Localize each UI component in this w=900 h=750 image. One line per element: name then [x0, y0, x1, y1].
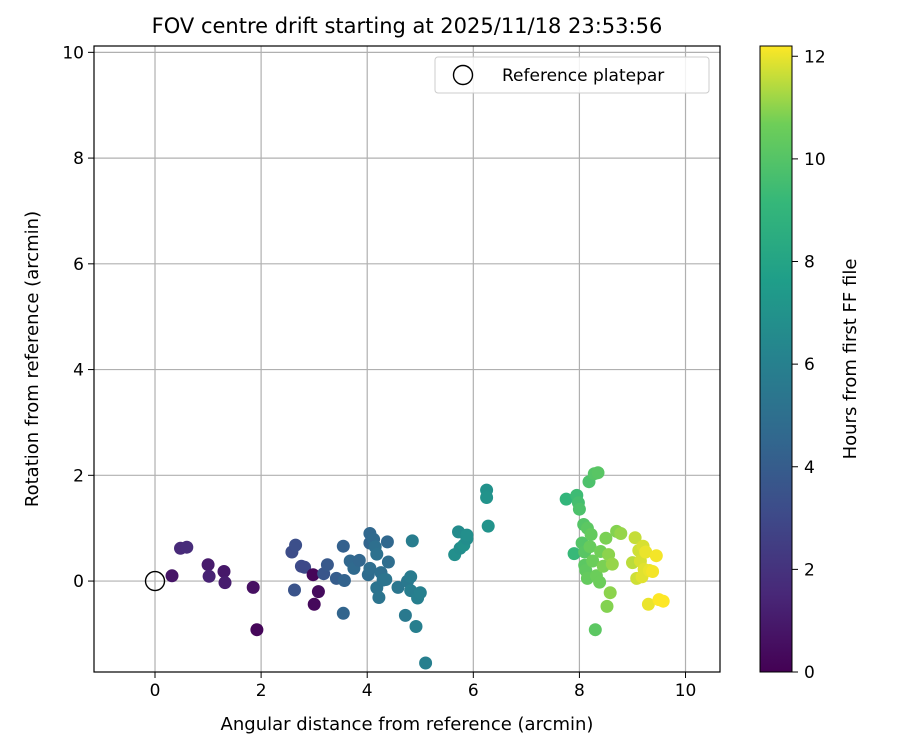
y-tick-label: 6: [73, 255, 84, 275]
data-point: [639, 545, 653, 559]
colorbar-tick-label: 2: [804, 560, 815, 580]
data-point: [413, 586, 427, 600]
data-point: [656, 594, 670, 608]
data-point: [289, 538, 303, 552]
data-point: [583, 540, 597, 554]
x-tick-label: 4: [362, 681, 373, 701]
data-point: [307, 597, 321, 611]
legend-reference-marker: [452, 64, 474, 86]
data-point: [250, 623, 264, 637]
legend: Reference platepar: [434, 56, 710, 94]
data-point: [165, 569, 179, 583]
colorbar-gradient: [759, 45, 793, 673]
data-point: [201, 558, 215, 572]
y-axis-ticks: 0 2 4 6 8 10: [62, 43, 94, 592]
data-point: [600, 599, 614, 613]
data-point: [567, 547, 581, 561]
x-tick-label: 6: [468, 681, 479, 701]
chart-title: FOV centre drift starting at 2025/11/18 …: [152, 14, 663, 38]
data-point: [646, 565, 660, 578]
data-point: [217, 565, 231, 578]
data-point: [202, 569, 216, 583]
y-tick-label: 0: [73, 572, 84, 592]
colorbar-label: Hours from first FF file: [840, 259, 861, 460]
data-point: [593, 575, 607, 589]
data-point: [380, 535, 394, 549]
data-point: [614, 527, 628, 540]
data-point: [218, 576, 232, 590]
data-point: [306, 568, 320, 582]
legend-box: [434, 56, 710, 94]
data-point: [481, 519, 495, 533]
data-point: [336, 606, 350, 620]
colorbar-tick-label: 0: [804, 663, 815, 683]
data-point: [559, 492, 573, 506]
data-point: [352, 553, 366, 567]
data-point: [336, 539, 350, 553]
grid-lines: [94, 46, 720, 672]
x-tick-label: 10: [675, 681, 697, 701]
data-point: [404, 570, 418, 584]
y-tick-label: 10: [62, 43, 84, 63]
y-axis-label: Rotation from reference (arcmin): [22, 211, 43, 507]
data-points: [165, 466, 670, 670]
y-tick-label: 8: [73, 149, 84, 169]
plot-frame: [93, 45, 721, 673]
data-point: [246, 580, 260, 594]
colorbar-tick-label: 8: [804, 253, 815, 273]
data-point: [628, 531, 642, 545]
colorbar: 0 2 4 6 8 10 12 Hours from first FF file: [759, 45, 861, 683]
data-point: [586, 554, 600, 568]
data-point: [370, 547, 384, 561]
data-point: [584, 528, 598, 541]
data-point: [372, 591, 386, 604]
legend-label: Reference platepar: [502, 66, 664, 86]
data-point: [320, 558, 334, 572]
colorbar-tick-label: 10: [804, 150, 826, 170]
x-tick-label: 2: [256, 681, 267, 701]
colorbar-tick-label: 12: [804, 47, 826, 67]
reference-platepar-marker: [144, 570, 166, 592]
data-point: [588, 623, 602, 637]
reference-marker: [144, 570, 166, 592]
data-point: [409, 620, 423, 633]
x-axis-ticks: 0 2 4 6 8 10: [150, 672, 697, 701]
data-point: [391, 580, 405, 594]
data-point: [337, 574, 351, 587]
data-point: [363, 561, 377, 575]
data-point: [405, 534, 419, 548]
colorbar-tick-label: 4: [804, 458, 815, 478]
data-point: [603, 586, 617, 600]
y-tick-label: 4: [73, 361, 84, 381]
data-point: [379, 573, 393, 586]
colorbar-ticks: 0 2 4 6 8 10 12: [792, 47, 826, 683]
data-point: [605, 557, 619, 571]
x-axis-label: Angular distance from reference (arcmin): [221, 714, 594, 735]
data-point: [572, 502, 586, 516]
y-tick-label: 2: [73, 466, 84, 486]
data-point: [311, 585, 325, 599]
data-point: [460, 528, 474, 542]
data-point: [381, 555, 395, 569]
data-point: [398, 608, 412, 622]
data-point: [480, 491, 494, 504]
data-point: [591, 466, 605, 480]
data-point: [298, 560, 312, 574]
colorbar-tick-label: 6: [804, 355, 815, 375]
x-tick-label: 0: [150, 681, 161, 701]
data-point: [288, 583, 301, 597]
data-point: [641, 597, 655, 611]
data-point: [649, 549, 663, 563]
data-point: [419, 656, 433, 670]
x-tick-label: 8: [574, 681, 585, 701]
data-point: [180, 540, 194, 554]
data-point: [599, 531, 613, 545]
